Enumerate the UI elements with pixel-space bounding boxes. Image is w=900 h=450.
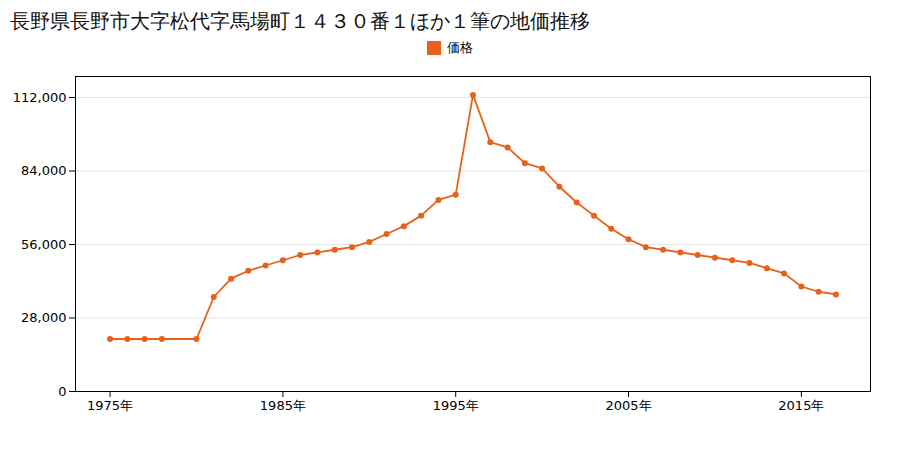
svg-text:1985年: 1985年 — [260, 398, 306, 413]
svg-text:0: 0 — [58, 384, 66, 399]
svg-text:28,000: 28,000 — [21, 310, 67, 325]
svg-text:56,000: 56,000 — [21, 237, 67, 252]
html-text:長野県長野市大字松代字馬場町１４３０番１ほか１筆の地価推移: 長野県長野市大字松代字馬場町１４３０番１ほか１筆の地価推移 — [10, 9, 590, 33]
svg-text:84,000: 84,000 — [21, 163, 67, 178]
svg-text:2005年: 2005年 — [605, 398, 651, 413]
svg-text:112,000: 112,000 — [13, 90, 67, 105]
svg-text:1995年: 1995年 — [433, 398, 479, 413]
svg-text:2015年: 2015年 — [778, 398, 824, 413]
svg-text:1975年: 1975年 — [87, 398, 133, 413]
html-text:価格: 価格 — [447, 40, 473, 55]
